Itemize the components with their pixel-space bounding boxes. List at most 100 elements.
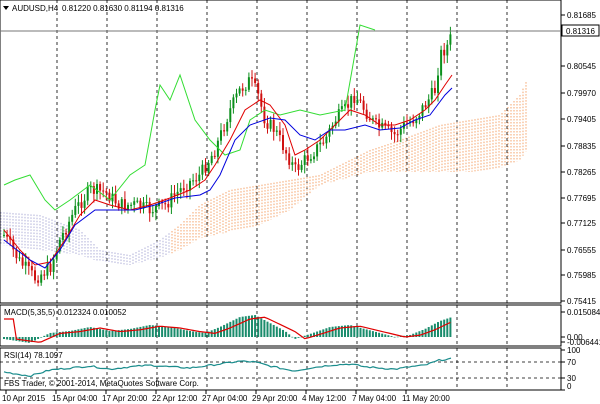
macd-bar: [34, 337, 36, 341]
macd-bar: [244, 316, 247, 337]
price-tick-label: 0.81685: [567, 11, 596, 20]
macd-bar: [356, 326, 359, 337]
candle-body: [154, 206, 157, 213]
candle-body: [99, 184, 102, 191]
rsi-title: RSI(14) 78.1097: [4, 351, 63, 360]
macd-bar: [102, 329, 105, 337]
macd-bar: [185, 330, 188, 337]
candle-body: [189, 180, 191, 191]
candle-body: [359, 99, 362, 101]
macd-bar: [117, 330, 120, 337]
macd-bar: [145, 325, 148, 337]
macd-bar: [229, 321, 232, 337]
macd-bar: [347, 325, 350, 337]
candle-body: [89, 186, 92, 188]
macd-bar: [266, 321, 269, 337]
candle-body: [173, 193, 176, 196]
price-tick-label: 0.75985: [567, 271, 596, 280]
candle-body: [30, 266, 33, 271]
candle-body: [216, 140, 219, 157]
candle-body: [365, 109, 368, 119]
candle-body: [46, 263, 49, 276]
candle-body: [12, 239, 15, 250]
macd-bar: [440, 320, 443, 337]
candle-body: [421, 105, 424, 116]
candle-body: [353, 96, 356, 103]
rsi-tick-label: 70: [567, 358, 576, 367]
kijun-sen-line: [3, 87, 453, 269]
candle-body: [247, 77, 250, 90]
candle-body: [114, 193, 117, 204]
macd-bar: [43, 335, 46, 337]
macd-bar: [449, 317, 452, 337]
macd-bar: [282, 329, 284, 337]
macd-tick-label: -0.006441: [567, 338, 600, 347]
symbol-label: AUDUSD,H4: [12, 4, 59, 13]
macd-bar: [210, 330, 213, 337]
candle-body: [120, 199, 123, 209]
macd-bar: [387, 335, 390, 337]
candle-body: [71, 214, 74, 222]
candle-body: [269, 119, 272, 129]
macd-bar: [127, 329, 129, 337]
macd-bar: [303, 335, 306, 337]
macd-panel[interactable]: MACD(5,35,5) 0.012324 0.010052 0.0150840…: [0, 304, 600, 347]
macd-bar: [390, 336, 393, 337]
current-price-label: 0.81316: [566, 27, 595, 36]
candle-body: [278, 130, 281, 136]
dropdown-triangle-icon[interactable]: [3, 6, 9, 10]
macd-bar: [37, 337, 40, 339]
candle-body: [207, 163, 210, 173]
macd-bar: [337, 326, 340, 337]
candle-body: [86, 186, 89, 201]
macd-bar: [195, 331, 198, 337]
candle-body: [254, 78, 257, 83]
macd-bar: [130, 328, 133, 337]
candle-body: [384, 122, 387, 126]
macd-bar: [316, 331, 319, 337]
main-grid: [56, 0, 508, 303]
candle-body: [393, 132, 396, 135]
copyright-text: FBS Trader, © 2001-2014, MetaQuotes Soft…: [4, 379, 199, 388]
macd-bar: [77, 329, 80, 337]
candle-body: [378, 119, 381, 128]
macd-bar: [201, 332, 204, 337]
macd-bar: [365, 329, 368, 337]
time-tick-label: 4 May 12:00: [302, 394, 347, 403]
macd-bar: [204, 332, 207, 337]
macd-bar: [158, 325, 160, 337]
candle-body: [192, 180, 195, 182]
macd-bar: [297, 337, 300, 338]
candle-body: [309, 159, 312, 161]
rsi-tick-label: 0: [567, 382, 572, 391]
candle-body: [102, 190, 105, 192]
macd-bar: [61, 331, 64, 337]
macd-bar: [257, 316, 260, 337]
candle-body: [65, 232, 67, 235]
macd-bar: [294, 337, 297, 339]
macd-bar: [378, 332, 381, 337]
macd-bar: [300, 336, 303, 338]
macd-bar: [306, 334, 309, 337]
candle-body: [226, 122, 229, 132]
main-price-panel[interactable]: AUDUSD,H4 0.81220 0.81630 0.81194 0.8131…: [0, 0, 562, 304]
price-tick-label: 0.78835: [567, 142, 596, 151]
macd-bar: [179, 329, 182, 337]
rsi-panel[interactable]: RSI(14) 78.1097 FBS Trader, © 2001-2014,…: [0, 346, 581, 391]
candle-body: [176, 191, 179, 196]
macd-bar: [340, 325, 343, 337]
candle-body: [371, 118, 374, 120]
macd-bar: [353, 326, 356, 337]
candle-body: [145, 201, 148, 203]
candle-body: [68, 221, 71, 235]
macd-bar: [396, 336, 399, 338]
macd-bar: [114, 330, 117, 337]
candle-body: [241, 88, 244, 91]
macd-bar: [334, 326, 337, 337]
candle-body: [328, 128, 331, 137]
candle-body: [229, 108, 232, 123]
macd-bar: [288, 334, 291, 337]
candle-body: [223, 130, 226, 132]
macd-bar: [415, 332, 418, 337]
